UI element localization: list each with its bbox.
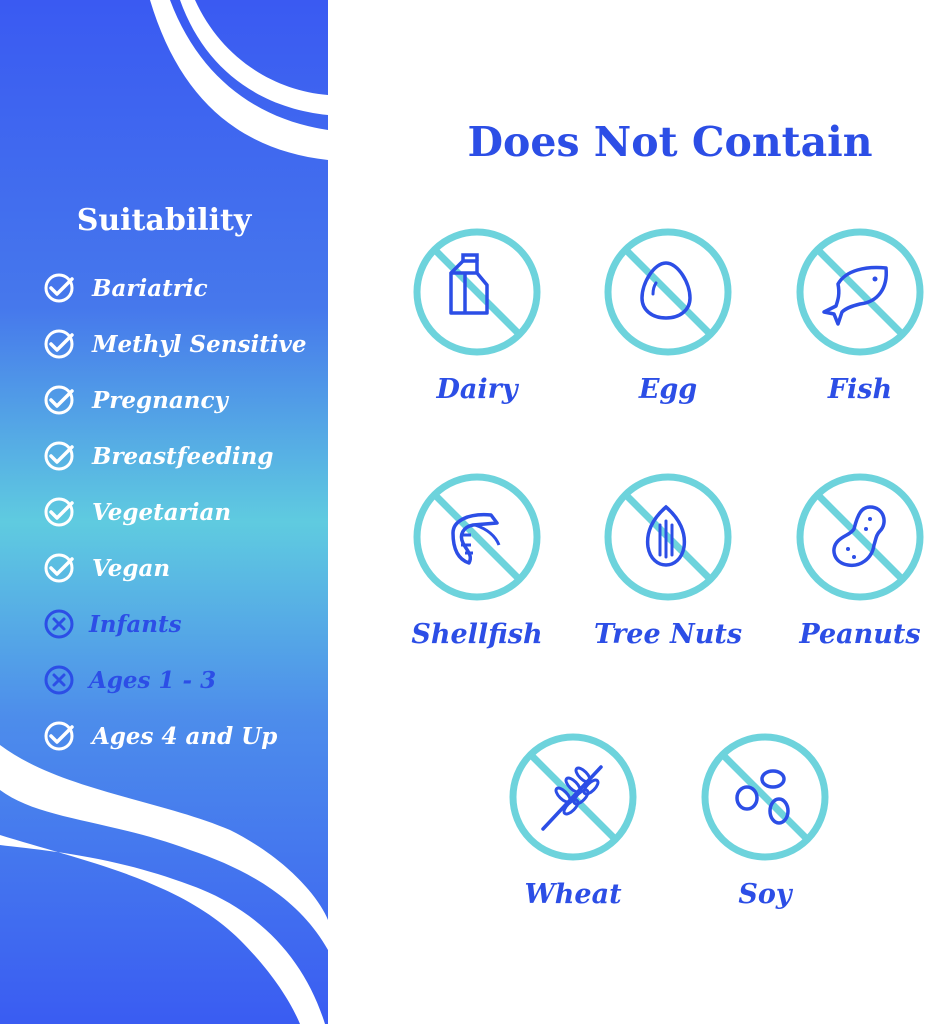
wave-decoration <box>0 0 328 1024</box>
suitability-label: Breastfeeding <box>92 442 274 470</box>
allergen-item: Peanuts <box>775 473 926 650</box>
check-circle-icon <box>44 273 74 303</box>
check-circle-icon <box>44 441 74 471</box>
allergen-item: Fish <box>775 228 926 405</box>
suitability-item: Pregnancy <box>42 380 228 420</box>
suitability-item: Vegetarian <box>42 492 231 532</box>
wheat-icon <box>509 733 637 861</box>
allergen-label: Dairy <box>436 374 518 405</box>
allergen-item: Wheat <box>488 733 658 910</box>
suitability-label: Bariatric <box>92 274 208 302</box>
allergen-label: Peanuts <box>799 619 921 650</box>
suitability-panel: Suitability Bariatric Methyl Sensitive Pre… <box>0 0 328 1024</box>
allergen-item: Shellfish <box>392 473 562 650</box>
allergen-item: Egg <box>583 228 753 405</box>
suitability-item: Ages 1 - 3 <box>42 660 216 700</box>
allergen-item: Soy <box>680 733 850 910</box>
suitability-item: Bariatric <box>42 268 208 308</box>
suitability-label: Ages 1 - 3 <box>89 666 217 694</box>
check-circle-icon <box>44 553 74 583</box>
egg-icon <box>604 228 732 356</box>
check-circle-icon <box>44 385 74 415</box>
allergen-label: Soy <box>738 879 792 910</box>
suitability-label: Ages 4 and Up <box>92 722 278 750</box>
allergen-label: Shellfish <box>411 619 543 650</box>
allergen-item: Tree Nuts <box>583 473 753 650</box>
suitability-item: Ages 4 and Up <box>42 716 277 756</box>
suitability-item: Methyl Sensitive <box>42 324 307 364</box>
suitability-item: Breastfeeding <box>42 436 273 476</box>
milk-carton-icon <box>413 228 541 356</box>
shrimp-icon <box>413 473 541 601</box>
allergen-item: Dairy <box>392 228 562 405</box>
soybean-icon <box>701 733 829 861</box>
suitability-item: Infants <box>42 604 182 644</box>
peanut-icon <box>796 473 924 601</box>
suitability-label: Pregnancy <box>92 386 228 414</box>
allergen-label: Wheat <box>524 879 622 910</box>
check-circle-icon <box>44 721 74 751</box>
x-circle-icon <box>44 609 74 639</box>
suitability-label: Methyl Sensitive <box>92 330 307 358</box>
does-not-contain-title: Does Not Contain <box>467 118 873 166</box>
allergen-label: Egg <box>638 374 698 405</box>
check-circle-icon <box>44 329 74 359</box>
allergen-label: Fish <box>827 374 893 405</box>
suitability-label: Vegetarian <box>92 498 232 526</box>
suitability-item: Vegan <box>42 548 170 588</box>
fish-icon <box>796 228 924 356</box>
suitability-label: Vegan <box>92 554 171 582</box>
almond-icon <box>604 473 732 601</box>
suitability-label: Infants <box>89 610 182 638</box>
allergen-label: Tree Nuts <box>593 619 743 650</box>
check-circle-icon <box>44 497 74 527</box>
x-circle-icon <box>44 665 74 695</box>
suitability-title: Suitability <box>76 203 252 238</box>
